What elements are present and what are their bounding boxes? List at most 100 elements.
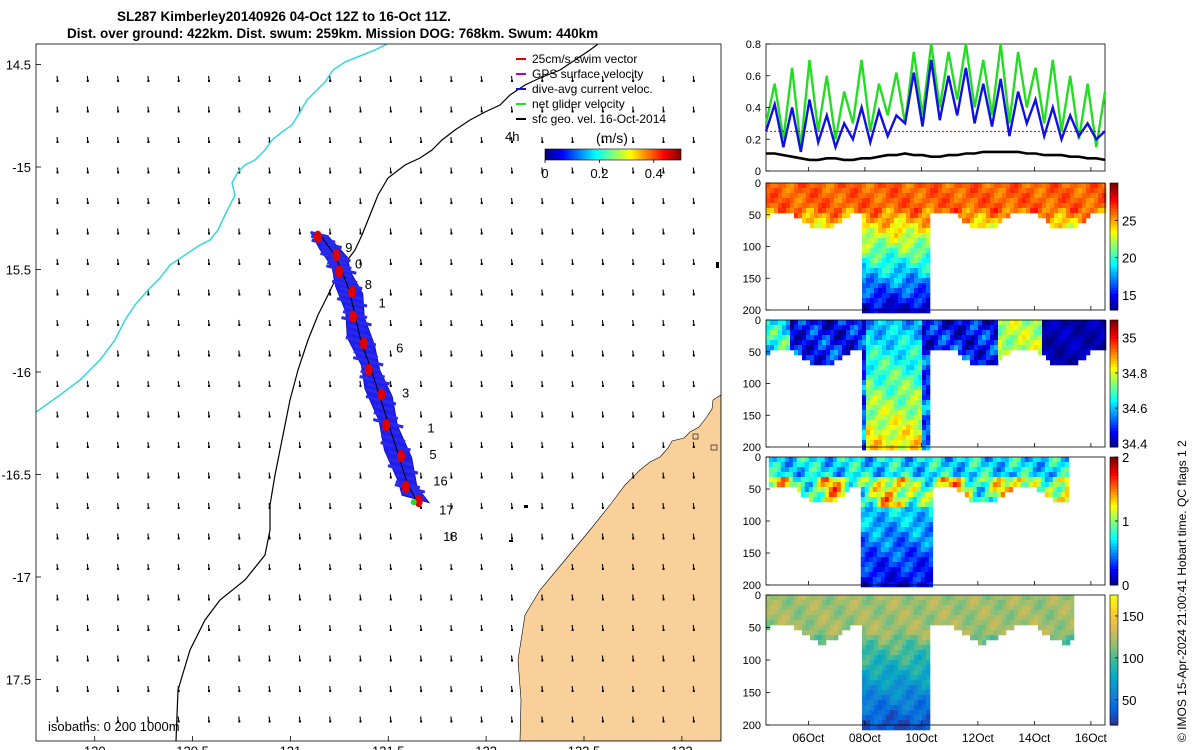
current-arrow-head [450, 202, 453, 204]
section-cell [910, 360, 915, 366]
section-cell [1002, 330, 1007, 336]
section-cell [818, 193, 823, 199]
section-cell [874, 400, 879, 406]
section-cell [902, 308, 907, 314]
section-cell [1098, 345, 1103, 351]
section-cell [886, 330, 891, 336]
section-cell [854, 620, 859, 626]
section-cell [1048, 477, 1054, 483]
section-cell [978, 630, 983, 636]
section-cell [802, 320, 807, 326]
section-cell [814, 360, 819, 366]
section-cell [862, 645, 867, 651]
section-cell [882, 203, 887, 209]
current-arrow-head [692, 110, 695, 113]
current-arrow-head [86, 324, 89, 326]
section-cell [878, 640, 883, 646]
section-cell [894, 288, 899, 294]
section-cell [906, 355, 911, 361]
section-cell [1078, 350, 1083, 356]
section-cell [1008, 462, 1014, 468]
current-arrow-head [117, 263, 120, 265]
section-cell [978, 183, 983, 189]
current-arrow-head [298, 659, 301, 662]
section-cell [770, 325, 775, 331]
section-cell [874, 370, 879, 376]
section-cell [890, 595, 895, 601]
section-cell [1002, 630, 1007, 636]
section-cell [892, 482, 898, 488]
section-cell [970, 218, 975, 224]
section-cell [906, 288, 911, 294]
section-cell [974, 610, 979, 616]
section-cell [876, 532, 882, 538]
current-arrow-head [601, 598, 604, 601]
current-arrow-head [208, 720, 210, 723]
section-cell [1016, 467, 1022, 473]
current-arrow-head [298, 690, 301, 692]
section-cell [1058, 360, 1063, 366]
section-cell [1098, 183, 1103, 189]
section-cell [988, 467, 994, 473]
section-cell [906, 620, 911, 626]
section-cell [910, 238, 915, 244]
section-cell [866, 445, 871, 451]
section-cell [1054, 605, 1059, 611]
current-arrow-head [56, 507, 59, 509]
section-cell [892, 497, 898, 503]
section-cell [818, 203, 823, 209]
section-cell [960, 472, 966, 478]
section-cell [1062, 600, 1067, 606]
section-cell [926, 208, 931, 214]
section-cell [870, 610, 875, 616]
section-cell [816, 457, 822, 463]
section-cell [818, 345, 823, 351]
section-cell [964, 492, 970, 498]
section-cell [1060, 457, 1066, 463]
current-arrow-head [117, 598, 120, 601]
section-cell [834, 630, 839, 636]
section-cell [930, 340, 935, 346]
section-cell [860, 577, 866, 583]
section-cell [882, 430, 887, 436]
legend-label: GPS surface velocity [532, 67, 643, 81]
section-cell [872, 532, 878, 538]
section-cell [914, 665, 919, 671]
section-cell [898, 415, 903, 421]
section-cell [838, 625, 843, 631]
section-cell [910, 330, 915, 336]
section-cell [882, 298, 887, 304]
section-cell [906, 670, 911, 676]
section-cell [810, 610, 815, 616]
section-cell [924, 462, 930, 468]
section-cell [862, 655, 867, 661]
section-cell [916, 497, 922, 503]
section-cell [886, 223, 891, 229]
section-cell [882, 283, 887, 289]
section-cell [784, 462, 790, 468]
current-arrow-head [147, 568, 150, 570]
section-cell [906, 420, 911, 426]
section-cell [918, 258, 923, 264]
section-cell [958, 595, 963, 601]
section-cell [886, 308, 891, 314]
section-cell [906, 345, 911, 351]
section-cell [878, 253, 883, 259]
section-cell [862, 605, 867, 611]
section-cell [796, 482, 802, 488]
section-cell [772, 477, 778, 483]
section-cell [1042, 188, 1047, 194]
swim-vector-marker [364, 363, 373, 376]
section-cell [794, 610, 799, 616]
section-cell [862, 420, 867, 426]
section-cell [886, 360, 891, 366]
section-cell [894, 620, 899, 626]
section-cell [876, 547, 882, 553]
section-cell [792, 477, 798, 483]
section-cell [902, 228, 907, 234]
section-cell [890, 435, 895, 441]
section-cell [890, 375, 895, 381]
section-cell [858, 320, 863, 326]
section-cell [862, 243, 867, 249]
section-cell [986, 193, 991, 199]
